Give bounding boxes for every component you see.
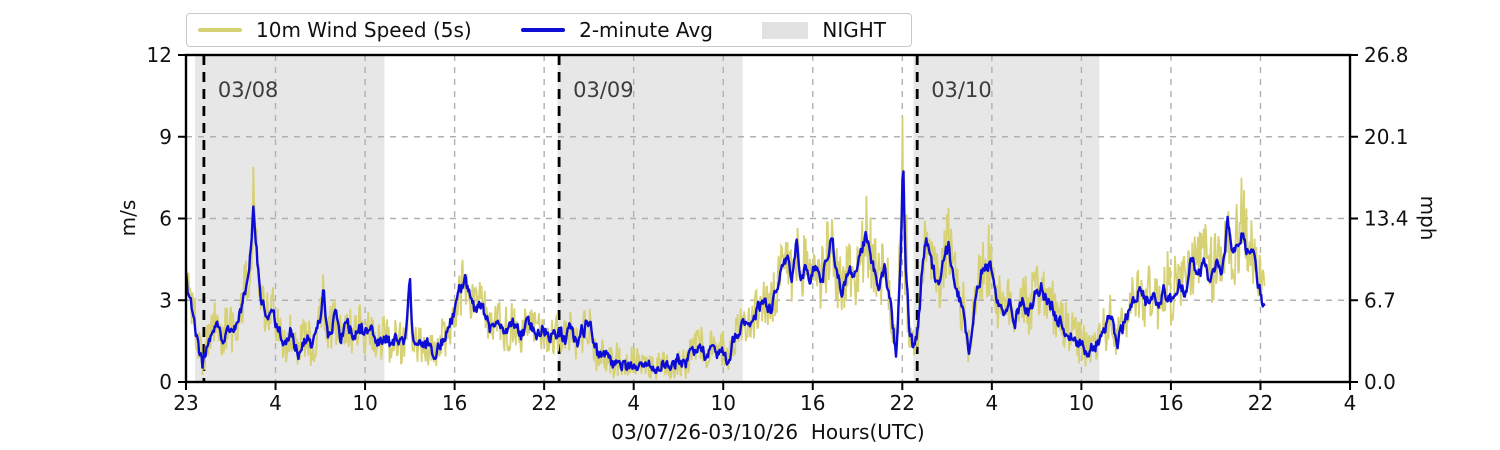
chart-legend: 10m Wind Speed (5s) 2-minute Avg NIGHT [186,13,912,47]
y-right-tick-label: 20.1 [1364,125,1409,149]
x-tick-label: 16 [800,391,825,415]
y-axis-label-left: m/s [116,199,140,237]
y-left-tick-label: 9 [159,125,172,149]
y-axis-label-right: mph [1416,195,1440,241]
y-left-tick-label: 6 [159,207,172,231]
x-tick-label: 22 [890,391,915,415]
x-tick-label: 4 [1344,391,1357,415]
legend-raw-label: 10m Wind Speed (5s) [256,18,472,42]
x-tick-label: 16 [1158,391,1183,415]
y-right-tick-label: 6.7 [1364,288,1396,312]
x-tick-label: 16 [442,391,467,415]
x-axis-label: 03/07/26-03/10/26 Hours(UTC) [611,420,925,444]
night-patch-swatch-icon [762,21,809,39]
x-tick-label: 23 [173,391,198,415]
legend-item-night: NIGHT [762,18,886,42]
x-tick-label: 22 [1248,391,1273,415]
y-right-tick-label: 13.4 [1364,207,1409,231]
y-right-tick-label: 26.8 [1364,43,1409,67]
legend-night-label: NIGHT [822,18,886,42]
y-left-tick-label: 3 [159,288,172,312]
y-right-tick-label: 0.0 [1364,370,1396,394]
x-tick-label: 4 [269,391,282,415]
raw-wind-line-swatch-icon [198,28,242,32]
x-tick-label: 22 [531,391,556,415]
x-tick-label: 10 [352,391,377,415]
day-label: 03/09 [573,78,634,102]
night-band [557,55,743,382]
x-tick-label: 10 [711,391,736,415]
day-label: 03/08 [218,78,279,102]
x-tick-label: 10 [1069,391,1094,415]
legend-item-avg: 2-minute Avg [521,18,713,42]
day-label: 03/10 [931,78,992,102]
legend-avg-label: 2-minute Avg [579,18,713,42]
y-left-tick-label: 12 [147,43,172,67]
y-left-tick-label: 0 [159,370,172,394]
avg-wind-line-swatch-icon [521,28,566,32]
x-tick-label: 4 [627,391,640,415]
legend-item-raw: 10m Wind Speed (5s) [198,18,472,42]
x-tick-label: 4 [985,391,998,415]
avg-wind-series [184,170,1266,375]
